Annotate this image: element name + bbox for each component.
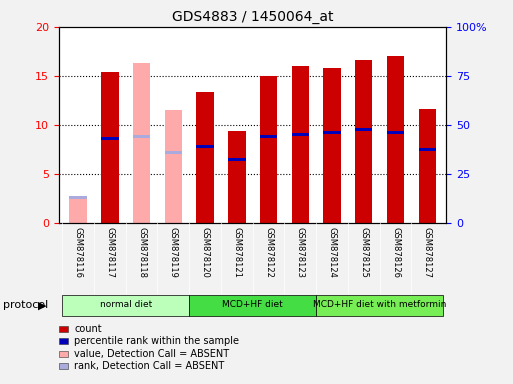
Bar [419, 109, 436, 223]
Bar [196, 91, 214, 223]
Text: percentile rank within the sample: percentile rank within the sample [74, 336, 240, 346]
Text: MCD+HF diet with metformin: MCD+HF diet with metformin [313, 300, 446, 310]
Title: GDS4883 / 1450064_at: GDS4883 / 1450064_at [172, 10, 333, 25]
Text: GSM878119: GSM878119 [169, 227, 178, 278]
Text: GSM878120: GSM878120 [201, 227, 209, 278]
Text: GSM878126: GSM878126 [391, 227, 400, 278]
Text: normal diet: normal diet [100, 300, 152, 310]
Bar [355, 60, 372, 223]
Bar [228, 157, 246, 161]
Text: rank, Detection Call = ABSENT: rank, Detection Call = ABSENT [74, 361, 225, 371]
Text: GSM878118: GSM878118 [137, 227, 146, 278]
FancyBboxPatch shape [189, 295, 316, 316]
Bar [419, 148, 436, 151]
Bar [355, 128, 372, 131]
Bar [101, 137, 119, 140]
Text: GSM878121: GSM878121 [232, 227, 241, 278]
Bar [59, 351, 68, 357]
Text: count: count [74, 324, 102, 334]
Bar [323, 131, 341, 134]
Text: GSM878116: GSM878116 [73, 227, 83, 278]
Text: GSM878125: GSM878125 [359, 227, 368, 278]
Bar [196, 145, 214, 148]
Bar [228, 131, 246, 223]
Text: GSM878127: GSM878127 [423, 227, 432, 278]
Bar [323, 68, 341, 223]
Bar [291, 133, 309, 136]
Text: GSM878123: GSM878123 [296, 227, 305, 278]
Bar [165, 151, 182, 154]
Bar [133, 63, 150, 223]
Text: GSM878117: GSM878117 [105, 227, 114, 278]
Bar [69, 196, 87, 199]
Text: GSM878122: GSM878122 [264, 227, 273, 278]
Bar [133, 135, 150, 138]
Bar [387, 56, 404, 223]
Bar [101, 72, 119, 223]
Bar [59, 338, 68, 344]
Bar [291, 66, 309, 223]
Text: MCD+HF diet: MCD+HF diet [222, 300, 283, 310]
Text: ▶: ▶ [38, 300, 47, 310]
FancyBboxPatch shape [316, 295, 443, 316]
Bar [59, 363, 68, 369]
Text: value, Detection Call = ABSENT: value, Detection Call = ABSENT [74, 349, 229, 359]
Bar [69, 198, 87, 223]
Bar [165, 110, 182, 223]
Bar [387, 131, 404, 134]
Bar [59, 326, 68, 332]
Bar [260, 76, 277, 223]
Text: protocol: protocol [3, 300, 48, 310]
FancyBboxPatch shape [62, 295, 189, 316]
Text: GSM878124: GSM878124 [327, 227, 337, 278]
Bar [260, 135, 277, 138]
